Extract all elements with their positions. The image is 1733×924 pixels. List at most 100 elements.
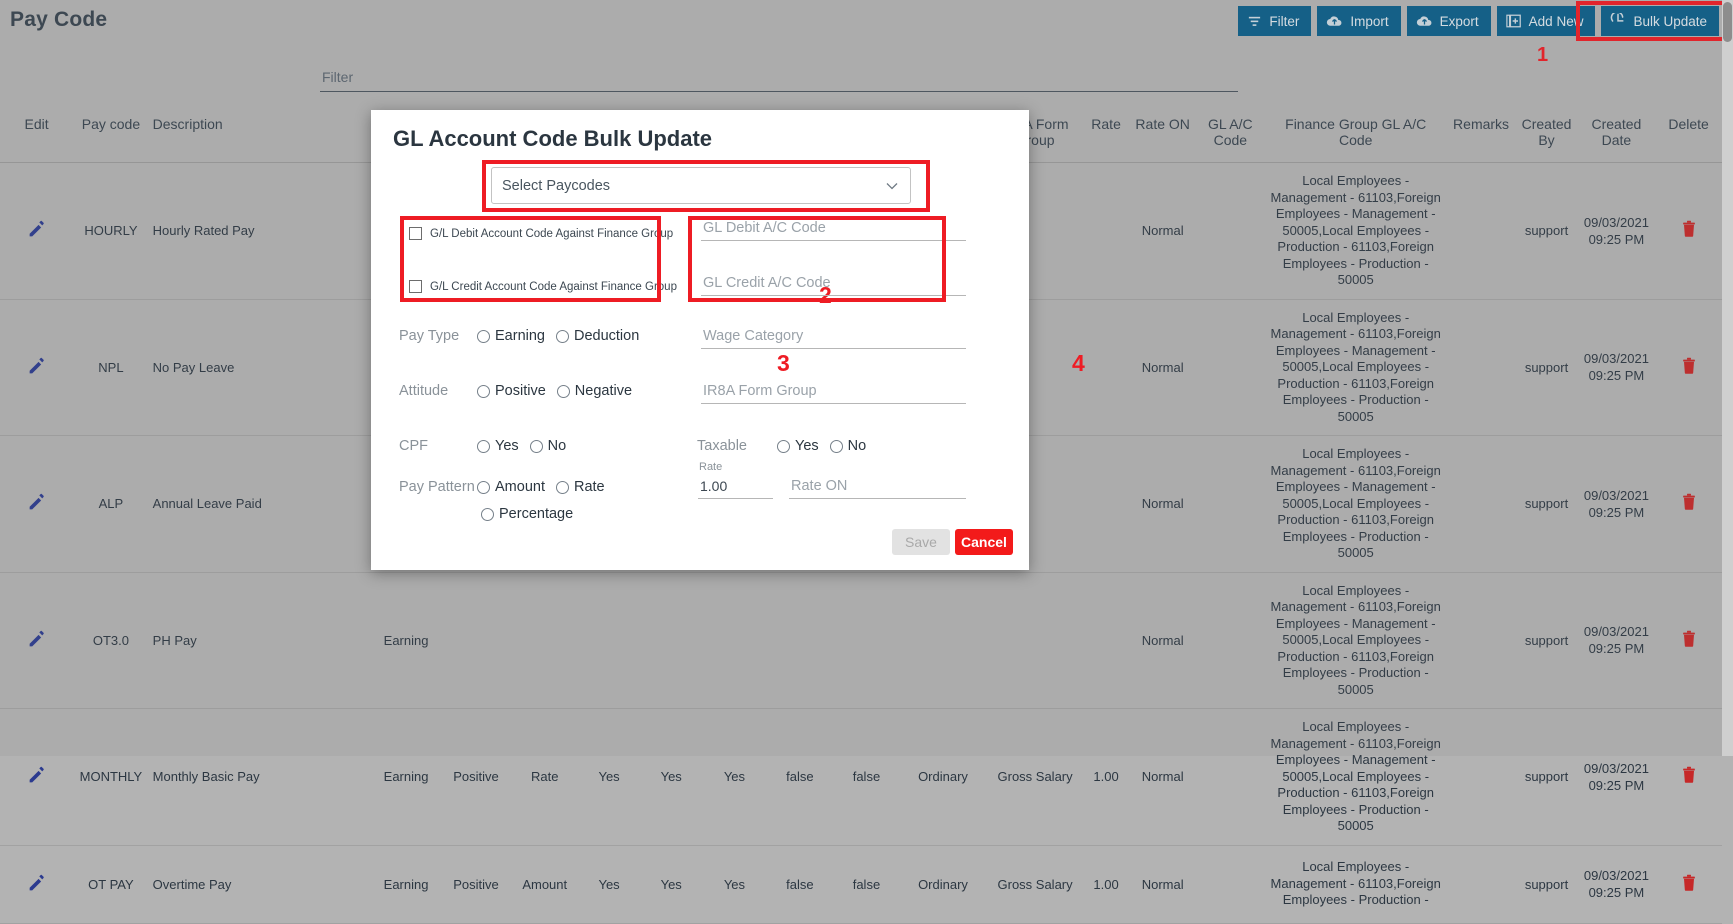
delete-icon[interactable] — [1679, 765, 1699, 788]
rate-input[interactable] — [698, 478, 773, 499]
radio-icon[interactable] — [555, 480, 569, 494]
col-rate-on: Rate ON — [1129, 110, 1196, 163]
rate-on-input[interactable] — [789, 478, 966, 499]
created-by-cell: support — [1515, 299, 1578, 436]
pay-pattern-option-rate[interactable]: Rate — [555, 479, 605, 495]
attitude-option-positive[interactable]: Positive — [477, 383, 546, 399]
rate-field-label: Rate — [699, 461, 723, 473]
import-button[interactable]: Import — [1317, 6, 1401, 36]
delete-icon[interactable] — [1679, 629, 1699, 652]
taxable-yes-label: Yes — [795, 438, 819, 454]
radio-icon[interactable] — [777, 439, 790, 453]
export-button[interactable]: Export — [1406, 6, 1491, 36]
pay-type-option-deduction[interactable]: Deduction — [555, 328, 640, 344]
delete-icon[interactable] — [1679, 873, 1699, 896]
gl-debit-against-finance-group-checkbox[interactable] — [409, 227, 422, 240]
delete-cell[interactable] — [1655, 435, 1722, 573]
col-finance-group-gl-ac-code: Finance Group GL A/C Code — [1264, 110, 1447, 163]
col-description: Description — [148, 110, 371, 163]
edit-icon[interactable] — [26, 872, 48, 897]
created-date-cell: 09/03/2021 09:25 PM — [1577, 845, 1656, 924]
pay-code-cell: OT PAY — [73, 845, 149, 924]
radio-icon[interactable] — [481, 507, 494, 521]
col-gl-ac-code: GL A/C Code — [1195, 110, 1265, 163]
taxable-option-no[interactable]: No — [829, 438, 867, 454]
pay-pattern-option-percentage[interactable]: Percentage — [481, 506, 578, 522]
edit-icon[interactable] — [26, 355, 48, 380]
radio-icon[interactable] — [529, 439, 543, 453]
col-created-date: Created Date — [1577, 110, 1656, 163]
save-button[interactable]: Save — [892, 529, 950, 555]
delete-cell[interactable] — [1655, 162, 1722, 300]
annotation-1: 1 — [1537, 44, 1549, 66]
vertical-scrollbar[interactable] — [1722, 0, 1733, 756]
pay-type-option-earning[interactable]: Earning — [477, 328, 545, 344]
attitude-option-negative[interactable]: Negative — [556, 383, 633, 399]
delete-cell[interactable] — [1655, 299, 1722, 436]
delete-cell[interactable] — [1655, 845, 1722, 924]
delete-cell[interactable] — [1655, 572, 1722, 709]
gl-credit-against-finance-group-row[interactable]: G/L Credit Account Code Against Finance … — [409, 280, 677, 293]
radio-icon[interactable] — [477, 329, 490, 343]
col-rate: Rate — [1082, 110, 1130, 163]
finance-group-cell: Local Employees - Management - 61103,For… — [1264, 162, 1447, 300]
table-row: OT PAY Overtime Pay Earning Positive Amount Y… — [0, 845, 1722, 924]
created-by-cell: support — [1515, 572, 1578, 709]
radio-icon[interactable] — [477, 480, 490, 494]
pay-code-cell: ALP — [73, 435, 149, 573]
percentage-option[interactable]: Percentage — [481, 506, 573, 522]
taxable-label: Taxable — [697, 438, 747, 454]
annotation-3: 3 — [777, 350, 790, 376]
gl-debit-ac-code-input[interactable] — [701, 220, 966, 241]
bulk-update-button[interactable]: Bulk Update — [1601, 6, 1719, 36]
ir8a-form-group-input[interactable] — [701, 383, 966, 404]
cancel-button[interactable]: Cancel — [955, 529, 1013, 555]
pay-code-cell: OT3.0 — [73, 572, 149, 709]
modal-title: GL Account Code Bulk Update — [393, 126, 713, 151]
attitude-negative-label: Negative — [574, 383, 633, 399]
pay-type-row: Pay Type Earning Deduction — [399, 328, 644, 344]
gl-credit-against-finance-group-checkbox[interactable] — [409, 280, 422, 293]
delete-icon[interactable] — [1679, 356, 1699, 379]
edit-icon[interactable] — [26, 628, 48, 653]
edit-cell[interactable] — [0, 299, 74, 436]
edit-cell[interactable] — [0, 435, 74, 573]
edit-cell[interactable] — [0, 845, 74, 924]
created-date-cell: 09/03/2021 09:25 PM — [1577, 572, 1656, 709]
cpf-option-yes[interactable]: Yes — [477, 438, 519, 454]
edit-icon[interactable] — [26, 764, 48, 789]
attitude-label: Attitude — [399, 383, 449, 399]
pay-type-deduction-label: Deduction — [573, 328, 640, 344]
edit-icon[interactable] — [26, 218, 48, 243]
radio-icon[interactable] — [477, 439, 490, 453]
export-button-label: Export — [1439, 13, 1479, 29]
gl-credit-ac-code-input[interactable] — [701, 275, 966, 296]
pay-code-cell: HOURLY — [73, 162, 149, 300]
pay-type-earning-label: Earning — [495, 328, 545, 344]
table-row: OT3.0 PH Pay Earning Normal Local Employees … — [0, 572, 1722, 709]
delete-icon[interactable] — [1679, 492, 1699, 515]
filter-input[interactable] — [320, 62, 1238, 92]
edit-icon[interactable] — [26, 491, 48, 516]
taxable-no-label: No — [847, 438, 867, 454]
pay-type-label: Pay Type — [399, 328, 460, 344]
delete-icon[interactable] — [1679, 219, 1699, 242]
radio-icon[interactable] — [477, 384, 490, 398]
created-by-cell: support — [1515, 162, 1578, 300]
edit-cell[interactable] — [0, 162, 74, 300]
filter-button[interactable]: Filter — [1238, 6, 1312, 36]
pay-pattern-option-amount[interactable]: Amount — [477, 479, 545, 495]
gl-debit-against-finance-group-row[interactable]: G/L Debit Account Code Against Finance G… — [409, 227, 673, 240]
edit-cell[interactable] — [0, 572, 74, 709]
radio-icon[interactable] — [829, 439, 843, 453]
pay-code-cell: NPL — [73, 299, 149, 436]
wage-category-input[interactable] — [701, 328, 966, 349]
radio-icon[interactable] — [555, 329, 569, 343]
scrollbar-thumb[interactable] — [1723, 2, 1732, 42]
created-date-cell: 09/03/2021 09:25 PM — [1577, 435, 1656, 573]
radio-icon[interactable] — [556, 384, 570, 398]
select-paycodes-dropdown[interactable]: Select Paycodes — [491, 167, 911, 204]
taxable-option-yes[interactable]: Yes — [777, 438, 819, 454]
cpf-option-no[interactable]: No — [529, 438, 566, 454]
finance-group-cell: Local Employees - Management - 61103,For… — [1264, 435, 1447, 573]
